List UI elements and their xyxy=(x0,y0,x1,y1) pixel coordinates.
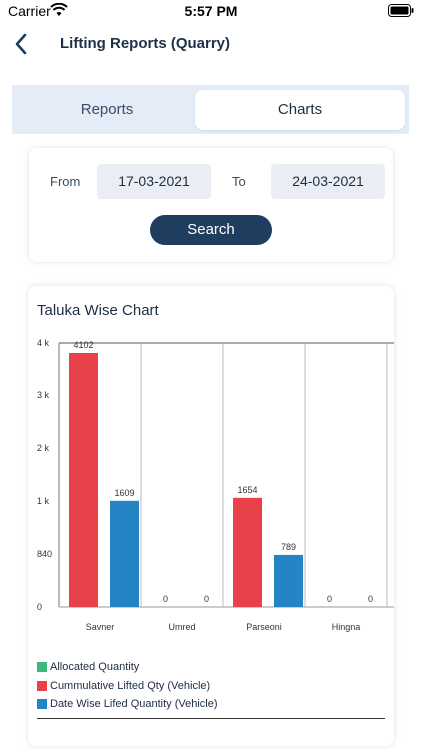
x-category-label: Hingna xyxy=(332,622,361,632)
from-date-field[interactable]: 17-03-2021 xyxy=(97,164,211,199)
bar-datewise xyxy=(110,500,139,607)
tab-bar: Reports Charts xyxy=(12,85,409,134)
status-bar: Carrier 5:57 PM xyxy=(0,0,422,22)
y-tick-label: 0 xyxy=(37,602,42,612)
legend-label-datewise: Date Wise Lifed Quantity (Vehicle) xyxy=(50,698,218,711)
bar-cumulative xyxy=(69,353,98,607)
legend-item-allocated: Allocated Quantity xyxy=(37,658,218,677)
bar-value-label: 4102 xyxy=(73,340,93,350)
date-filter-card: From 17-03-2021 To 24-03-2021 Search xyxy=(29,148,393,262)
bar-value-label: 789 xyxy=(281,542,296,552)
bar-datewise xyxy=(274,554,303,607)
chevron-left-icon xyxy=(15,33,27,55)
to-label: To xyxy=(232,174,246,189)
bar-value-label: 0 xyxy=(327,594,332,604)
bar-value-label: 1609 xyxy=(114,488,134,498)
legend-swatch-allocated xyxy=(37,662,47,673)
x-category-label: Umred xyxy=(168,622,195,632)
bar-chart: 0 840 1 k 2 k 3 k 4 k 4102 1609 Savner 0 0 Umred 165… xyxy=(37,338,394,632)
to-date-field[interactable]: 24-03-2021 xyxy=(271,164,385,199)
chart-title: Taluka Wise Chart xyxy=(37,302,159,319)
x-category-label: Parseoni xyxy=(246,622,282,632)
tab-charts[interactable]: Charts xyxy=(195,90,405,130)
carrier-label: Carrier xyxy=(8,3,51,19)
y-tick-label: 840 xyxy=(37,549,52,559)
bar-value-label: 0 xyxy=(204,594,209,604)
legend-label-allocated: Allocated Quantity xyxy=(50,661,140,674)
battery-icon xyxy=(388,4,414,22)
y-tick-label: 4 k xyxy=(37,338,50,348)
legend-label-cumulative: Cummulative Lifted Qty (Vehicle) xyxy=(50,679,211,692)
clock-label: 5:57 PM xyxy=(184,3,238,19)
bar-value-label: 1654 xyxy=(237,485,257,495)
x-category-label: Savner xyxy=(86,622,115,632)
bar-value-label: 0 xyxy=(163,594,168,604)
y-tick-label: 3 k xyxy=(37,390,50,400)
wifi-icon xyxy=(50,2,68,22)
legend-swatch-datewise xyxy=(37,699,47,710)
tab-reports[interactable]: Reports xyxy=(80,101,134,118)
y-tick-label: 1 k xyxy=(37,496,50,506)
legend-swatch-cumulative xyxy=(37,680,47,691)
back-button[interactable] xyxy=(8,30,36,58)
chart-divider xyxy=(37,718,385,719)
chart-card: Taluka Wise Chart 0 840 1 k 2 k 3 k 4 k 4102 16… xyxy=(28,286,394,746)
legend-item-datewise: Date Wise Lifed Quantity (Vehicle) xyxy=(37,695,218,714)
search-button[interactable]: Search xyxy=(150,215,272,245)
page-title: Lifting Reports (Quarry) xyxy=(60,35,231,52)
bar-cumulative xyxy=(233,497,262,607)
y-tick-label: 2 k xyxy=(37,443,50,453)
bar-value-label: 0 xyxy=(368,594,373,604)
legend-item-cumulative: Cummulative Lifted Qty (Vehicle) xyxy=(37,677,218,696)
chart-legend: Allocated Quantity Cummulative Lifted Qt… xyxy=(37,658,218,714)
from-label: From xyxy=(50,174,81,189)
